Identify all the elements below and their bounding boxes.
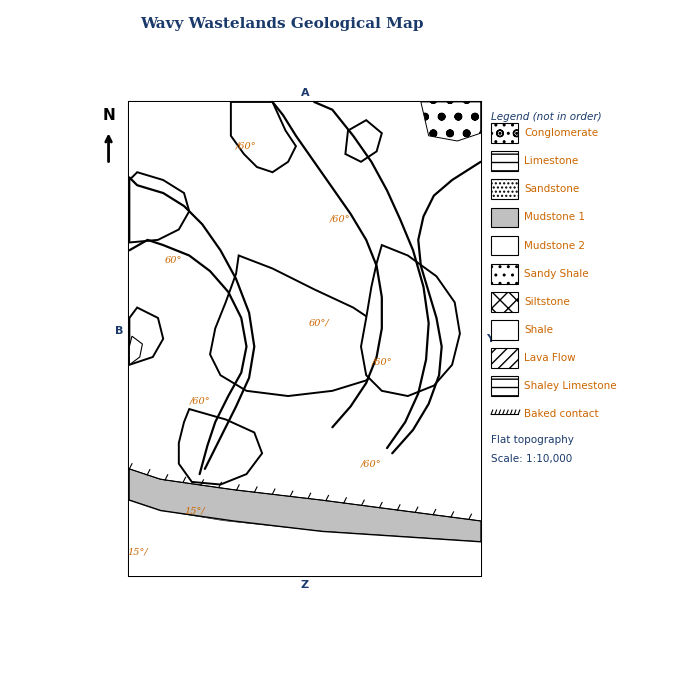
Polygon shape: [130, 469, 161, 492]
Polygon shape: [346, 120, 382, 162]
Bar: [130, 102, 481, 576]
Polygon shape: [130, 333, 143, 365]
Text: Legend (not in order): Legend (not in order): [491, 112, 602, 122]
Polygon shape: [130, 172, 189, 243]
Text: Sandy Shale: Sandy Shale: [524, 269, 589, 279]
Text: Scale: 1:10,000: Scale: 1:10,000: [491, 454, 572, 464]
Bar: [130, 102, 481, 576]
Bar: [491, 151, 518, 171]
Bar: [130, 102, 481, 576]
Polygon shape: [231, 102, 296, 172]
Bar: [130, 102, 481, 576]
Bar: [130, 102, 481, 576]
Text: Limestone: Limestone: [524, 156, 579, 166]
Text: /60°: /60°: [189, 397, 210, 406]
Polygon shape: [314, 102, 481, 180]
Polygon shape: [130, 227, 400, 402]
Bar: [491, 348, 518, 368]
Text: N: N: [102, 107, 115, 123]
Bar: [130, 102, 481, 576]
Text: Wavy Wastelands Geological Map: Wavy Wastelands Geological Map: [140, 17, 424, 31]
Text: 60°/: 60°/: [309, 318, 330, 328]
Polygon shape: [200, 375, 481, 510]
Bar: [130, 102, 481, 576]
Text: Shaley Limestone: Shaley Limestone: [524, 381, 617, 391]
Bar: [130, 102, 481, 576]
Bar: [130, 102, 481, 576]
Bar: [130, 102, 481, 576]
Polygon shape: [210, 256, 387, 396]
Polygon shape: [130, 500, 481, 576]
Bar: [491, 236, 518, 256]
Text: Baked contact: Baked contact: [524, 409, 599, 419]
Text: Conglomerate: Conglomerate: [524, 128, 599, 138]
Text: Flat topography: Flat topography: [491, 435, 574, 445]
Text: 15°/: 15°/: [127, 548, 147, 557]
Bar: [130, 102, 481, 576]
Text: Sandstone: Sandstone: [524, 185, 580, 195]
Polygon shape: [130, 227, 400, 402]
Bar: [130, 102, 481, 576]
Text: B: B: [115, 326, 123, 336]
Bar: [491, 320, 518, 340]
Bar: [491, 292, 518, 312]
Polygon shape: [130, 102, 481, 576]
Text: Y: Y: [486, 334, 494, 344]
Text: 60°: 60°: [165, 256, 182, 265]
Polygon shape: [130, 469, 481, 541]
Polygon shape: [179, 409, 262, 485]
Bar: [130, 102, 481, 576]
Polygon shape: [361, 245, 460, 396]
Text: /60°: /60°: [371, 358, 392, 366]
Bar: [130, 102, 481, 576]
Bar: [130, 102, 481, 576]
Bar: [130, 102, 481, 576]
Bar: [491, 377, 518, 396]
Bar: [130, 102, 481, 576]
Bar: [491, 123, 518, 143]
Bar: [130, 102, 481, 576]
Text: Z: Z: [301, 580, 309, 590]
Text: /60°: /60°: [361, 459, 382, 468]
Bar: [130, 102, 481, 576]
Text: Siltstone: Siltstone: [524, 297, 570, 307]
Bar: [491, 264, 518, 284]
Polygon shape: [130, 102, 272, 219]
Polygon shape: [130, 336, 143, 365]
Text: Shale: Shale: [524, 325, 553, 335]
Bar: [130, 102, 481, 576]
Bar: [130, 102, 481, 576]
Text: /60°: /60°: [236, 142, 257, 151]
Bar: [130, 102, 481, 576]
Bar: [491, 208, 518, 227]
Bar: [491, 180, 518, 199]
Text: 15°/: 15°/: [184, 506, 205, 515]
Polygon shape: [130, 500, 481, 576]
Text: Mudstone 1: Mudstone 1: [524, 212, 585, 222]
Text: Lava Flow: Lava Flow: [524, 353, 576, 363]
Text: A: A: [301, 88, 310, 97]
Text: /60°: /60°: [330, 214, 350, 224]
Polygon shape: [130, 422, 158, 472]
Text: Mudstone 2: Mudstone 2: [524, 241, 585, 251]
Bar: [130, 102, 481, 576]
Polygon shape: [130, 308, 163, 365]
Polygon shape: [421, 102, 481, 141]
Polygon shape: [255, 102, 481, 360]
